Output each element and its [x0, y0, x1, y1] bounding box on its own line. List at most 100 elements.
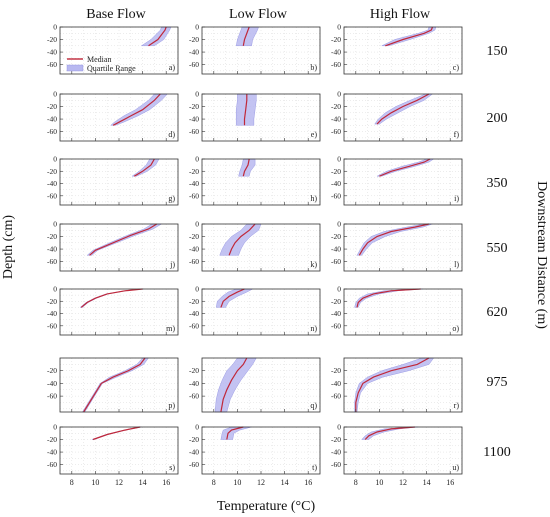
x-tick-label: 10 [375, 478, 383, 487]
quartile-band [215, 288, 253, 308]
row-label-150: 150 [487, 44, 508, 59]
y-tick-label: -60 [47, 392, 57, 401]
y-tick-label: -40 [47, 179, 57, 188]
y-tick-label: -40 [47, 115, 57, 124]
quartile-band [86, 223, 163, 256]
y-tick-label: -20 [331, 167, 341, 176]
y-axis-label: Depth (cm) [1, 215, 16, 279]
median-line [92, 426, 141, 441]
y-tick-label: 0 [195, 285, 199, 294]
y-tick-label: -60 [331, 321, 341, 330]
x-tick-label: 10 [233, 478, 241, 487]
y-tick-label: -60 [331, 257, 341, 266]
y-tick-label: -60 [47, 257, 57, 266]
panel-letter: n) [310, 324, 317, 333]
x-tick-label: 16 [304, 478, 312, 487]
y-tick-label: -60 [47, 60, 57, 69]
y-tick-label: -40 [331, 245, 341, 254]
panel-c: 0 -20 -40 -60 c) [331, 23, 463, 75]
y-tick-label: -40 [331, 448, 341, 457]
y-tick-label: 0 [53, 90, 57, 99]
y-tick-label: -40 [189, 245, 199, 254]
panel-g: 0 -20 -40 -60 g) [47, 155, 179, 206]
y-tick-label: -40 [47, 448, 57, 457]
median-line [133, 158, 155, 177]
median-line [385, 26, 434, 47]
y-tick-label: -20 [189, 232, 199, 241]
column-title-low-flow: Low Flow [229, 7, 288, 22]
y-tick-label: -60 [47, 127, 57, 136]
panel-t: 0 -20 -40 -60 8 10 12 14 16t) [189, 423, 321, 487]
panel-background [202, 159, 320, 205]
median-line [379, 158, 431, 177]
row-label-620: 620 [487, 305, 508, 320]
y-tick-label: -60 [47, 321, 57, 330]
y-tick-label: -60 [47, 191, 57, 200]
panel-background [60, 289, 178, 335]
panel-k: 0 -20 -40 -60 k) [189, 220, 321, 272]
y-tick-label: -60 [189, 257, 199, 266]
y-tick-label: -40 [189, 48, 199, 57]
panel-n: 0 -20 -40 -60 n) [189, 285, 321, 336]
panel-l: 0 -20 -40 -60 l) [331, 220, 463, 272]
x-tick-label: 12 [257, 478, 265, 487]
panel-q: -20 -40 -60 q) [189, 357, 321, 413]
y-tick-label: -40 [331, 309, 341, 318]
x-tick-label: 16 [162, 478, 170, 487]
panel-j: 0 -20 -40 -60 j) [47, 220, 179, 272]
y-tick-label: -20 [189, 102, 199, 111]
y-tick-label: -60 [331, 460, 341, 469]
y-tick-label: -20 [331, 232, 341, 241]
panel-u: 0 -20 -40 -60 8 10 12 14 16 u) [331, 423, 463, 487]
y-tick-label: -40 [331, 115, 341, 124]
y-tick-label: -40 [331, 48, 341, 57]
median-line [80, 288, 143, 308]
panel-letter: i) [454, 194, 459, 203]
y-tick-label: -40 [189, 448, 199, 457]
y-tick-label: -40 [331, 179, 341, 188]
median-line [83, 357, 146, 413]
panel-letter: e) [311, 130, 318, 139]
y-tick-label: -60 [47, 460, 57, 469]
legend-quartile-swatch [66, 64, 84, 72]
y-tick-label: 0 [53, 155, 57, 164]
x-tick-label: 8 [354, 478, 358, 487]
y-tick-label: -40 [189, 379, 199, 388]
y-tick-label: 0 [195, 220, 199, 229]
y-tick-label: -60 [189, 191, 199, 200]
panel-letter: t) [312, 463, 317, 472]
quartile-band [235, 26, 259, 46]
median-line [356, 288, 421, 308]
y-tick-label: -20 [331, 35, 341, 44]
panel-letter: k) [310, 260, 317, 269]
x-tick-label: 16 [446, 478, 454, 487]
panel-f: 0 -20 -40 -60 f) [331, 90, 463, 142]
median-line [358, 223, 430, 256]
row-label-350: 350 [487, 176, 508, 191]
quartile-band [219, 223, 262, 256]
median-line [220, 288, 245, 308]
panel-letter: m) [166, 324, 175, 333]
column-title-base-flow: Base Flow [86, 7, 146, 22]
y-tick-label: -20 [331, 102, 341, 111]
x-tick-label: 12 [399, 478, 407, 487]
y-tick-label: 0 [337, 423, 341, 432]
median-line [243, 94, 248, 126]
y-tick-label: -20 [47, 232, 57, 241]
median-line [242, 26, 250, 46]
panel-b: 0 -20 -40 -60 b) [189, 23, 321, 75]
x-tick-label: 8 [212, 478, 216, 487]
row-label-1100: 1100 [483, 445, 510, 460]
median-line [89, 223, 158, 256]
quartile-band [374, 93, 434, 125]
panel-m: 0 -20 -40 -60 m) [47, 285, 179, 336]
y-tick-label: 0 [195, 155, 199, 164]
panel-letter: s) [169, 463, 175, 472]
legend-quartile-label: Quartile Range [87, 64, 136, 73]
median-line [364, 426, 415, 440]
y-tick-label: 0 [53, 423, 57, 432]
median-line [148, 26, 167, 47]
quartile-band [220, 426, 252, 440]
